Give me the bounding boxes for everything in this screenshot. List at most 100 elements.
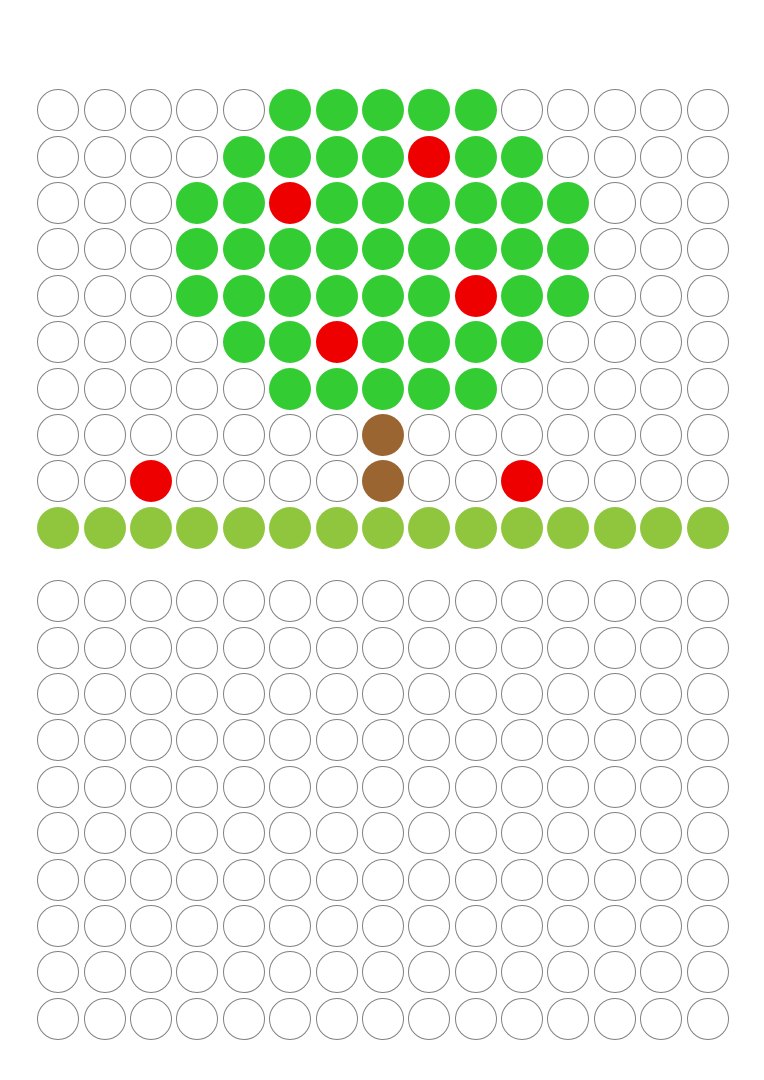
bead-empty[interactable]: [129, 672, 172, 715]
bead-cell[interactable]: [174, 671, 220, 717]
bead-green-leaf[interactable]: [176, 274, 219, 317]
bead-grass[interactable]: [37, 506, 80, 549]
bead-empty[interactable]: [640, 89, 683, 132]
bead-cell[interactable]: [221, 87, 267, 133]
bead-cell[interactable]: [545, 226, 591, 272]
bead-green-leaf[interactable]: [454, 228, 497, 271]
bead-cell[interactable]: [406, 505, 452, 551]
bead-red-apple[interactable]: [315, 321, 358, 364]
bead-empty[interactable]: [454, 460, 497, 503]
bead-cell[interactable]: [360, 505, 406, 551]
bead-cell[interactable]: [684, 949, 730, 995]
bead-empty[interactable]: [501, 812, 544, 855]
bead-cell[interactable]: [638, 949, 684, 995]
bead-cell[interactable]: [406, 273, 452, 319]
bead-empty[interactable]: [176, 672, 219, 715]
bead-cell[interactable]: [128, 87, 174, 133]
bead-empty[interactable]: [37, 904, 80, 947]
bead-green-leaf[interactable]: [269, 274, 312, 317]
bead-cell[interactable]: [638, 412, 684, 458]
bead-cell[interactable]: [406, 810, 452, 856]
bead-green-leaf[interactable]: [501, 228, 544, 271]
bead-empty[interactable]: [269, 765, 312, 808]
bead-empty[interactable]: [315, 904, 358, 947]
bead-empty[interactable]: [640, 858, 683, 901]
bead-empty[interactable]: [501, 858, 544, 901]
bead-cell[interactable]: [313, 578, 359, 624]
bead-cell[interactable]: [684, 226, 730, 272]
bead-red-apple[interactable]: [454, 274, 497, 317]
bead-cell[interactable]: [360, 810, 406, 856]
bead-cell[interactable]: [638, 624, 684, 670]
bead-empty[interactable]: [640, 135, 683, 178]
bead-empty[interactable]: [37, 135, 80, 178]
bead-empty[interactable]: [129, 413, 172, 456]
bead-empty[interactable]: [454, 812, 497, 855]
bead-empty[interactable]: [547, 765, 590, 808]
bead-cell[interactable]: [174, 365, 220, 411]
bead-empty[interactable]: [129, 580, 172, 623]
bead-empty[interactable]: [315, 765, 358, 808]
bead-cell[interactable]: [638, 133, 684, 179]
bead-cell[interactable]: [81, 949, 127, 995]
bead-empty[interactable]: [37, 321, 80, 364]
bead-empty[interactable]: [501, 997, 544, 1040]
bead-cell[interactable]: [592, 856, 638, 902]
bead-empty[interactable]: [129, 89, 172, 132]
bead-empty[interactable]: [37, 367, 80, 410]
bead-cell[interactable]: [35, 365, 81, 411]
bead-cell[interactable]: [174, 87, 220, 133]
bead-red-apple[interactable]: [501, 460, 544, 503]
bead-cell[interactable]: [128, 810, 174, 856]
bead-empty[interactable]: [547, 997, 590, 1040]
bead-empty[interactable]: [222, 858, 265, 901]
bead-empty[interactable]: [361, 580, 404, 623]
bead-cell[interactable]: [545, 903, 591, 949]
bead-grass[interactable]: [83, 506, 126, 549]
bead-cell[interactable]: [128, 273, 174, 319]
bead-green-leaf[interactable]: [269, 228, 312, 271]
bead-green-leaf[interactable]: [361, 228, 404, 271]
bead-cell[interactable]: [638, 810, 684, 856]
bead-cell[interactable]: [638, 226, 684, 272]
bead-cell[interactable]: [35, 319, 81, 365]
bead-empty[interactable]: [222, 89, 265, 132]
bead-empty[interactable]: [501, 413, 544, 456]
bead-cell[interactable]: [545, 578, 591, 624]
bead-empty[interactable]: [37, 228, 80, 271]
bead-cell[interactable]: [128, 996, 174, 1042]
bead-cell[interactable]: [684, 273, 730, 319]
bead-cell[interactable]: [592, 810, 638, 856]
bead-cell[interactable]: [499, 180, 545, 226]
bead-green-leaf[interactable]: [361, 135, 404, 178]
bead-green-leaf[interactable]: [269, 321, 312, 364]
bead-cell[interactable]: [313, 624, 359, 670]
bead-empty[interactable]: [269, 858, 312, 901]
bead-green-leaf[interactable]: [361, 89, 404, 132]
bead-empty[interactable]: [269, 951, 312, 994]
bead-brown-trunk[interactable]: [361, 413, 404, 456]
bead-empty[interactable]: [686, 274, 729, 317]
bead-cell[interactable]: [406, 578, 452, 624]
bead-green-leaf[interactable]: [501, 274, 544, 317]
bead-empty[interactable]: [361, 812, 404, 855]
bead-cell[interactable]: [592, 273, 638, 319]
bead-green-leaf[interactable]: [315, 274, 358, 317]
bead-cell[interactable]: [684, 624, 730, 670]
bead-empty[interactable]: [547, 858, 590, 901]
bead-empty[interactable]: [501, 367, 544, 410]
bead-cell[interactable]: [453, 505, 499, 551]
bead-cell[interactable]: [638, 856, 684, 902]
bead-cell[interactable]: [638, 180, 684, 226]
bead-cell[interactable]: [360, 764, 406, 810]
bead-cell[interactable]: [221, 856, 267, 902]
bead-empty[interactable]: [129, 181, 172, 224]
bead-empty[interactable]: [593, 135, 636, 178]
bead-empty[interactable]: [315, 951, 358, 994]
bead-cell[interactable]: [592, 903, 638, 949]
bead-cell[interactable]: [360, 133, 406, 179]
bead-cell[interactable]: [453, 996, 499, 1042]
bead-cell[interactable]: [499, 764, 545, 810]
bead-green-leaf[interactable]: [454, 321, 497, 364]
bead-red-apple[interactable]: [408, 135, 451, 178]
